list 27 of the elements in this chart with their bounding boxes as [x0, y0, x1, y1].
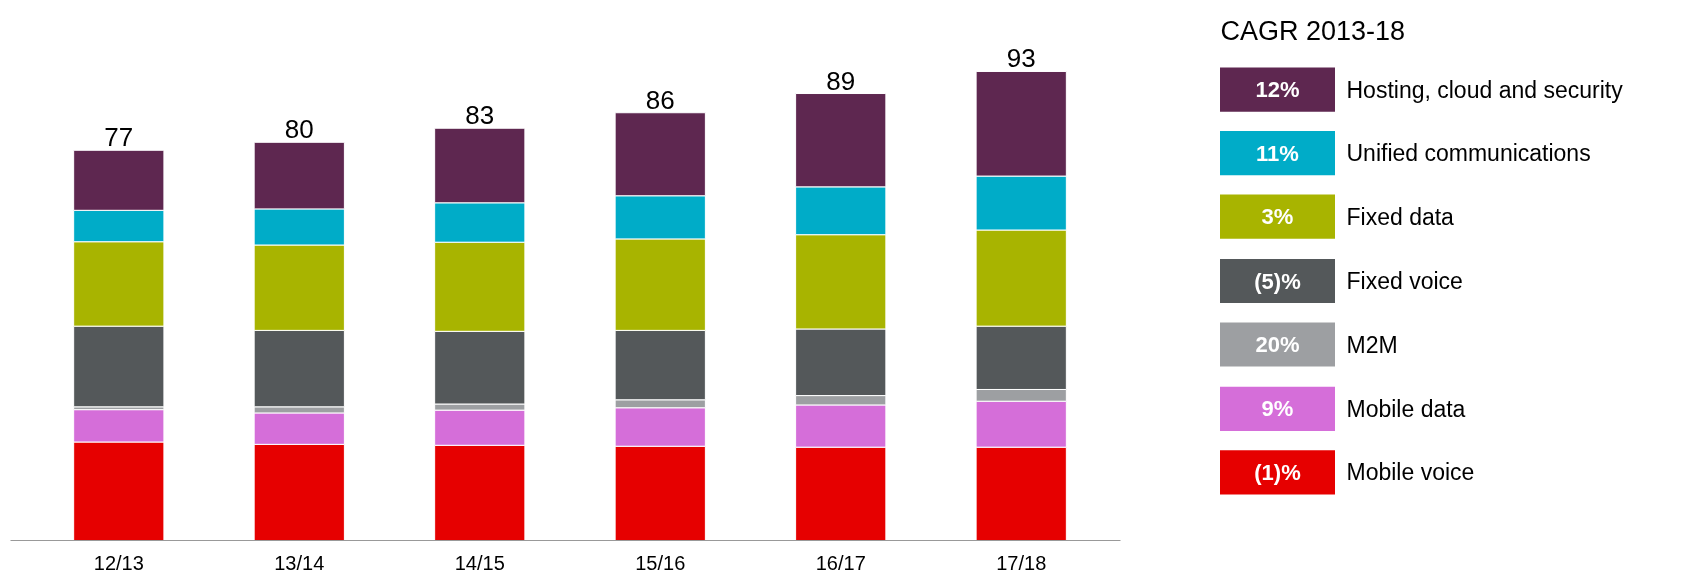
legend-label: Unified communications [1346, 140, 1591, 167]
x-tick-label: 12/13 [93, 551, 144, 574]
annotation: 80 [284, 114, 314, 145]
text: (5)% [1254, 268, 1301, 294]
legend-label: Hosting, cloud and security [1346, 76, 1624, 103]
text: (1)% [1254, 459, 1301, 485]
x-tick-label: 15/16 [635, 551, 686, 574]
annotation: 93 [1006, 43, 1036, 74]
annotation: 89 [826, 65, 856, 96]
text: 3% [1261, 204, 1294, 230]
text: 20% [1255, 332, 1300, 358]
x-tick-label: 17/18 [996, 551, 1047, 574]
legend-label: Fixed data [1346, 203, 1455, 230]
legend-label: Mobile voice [1346, 459, 1475, 486]
legend-label: M2M [1346, 331, 1398, 358]
legend-label: Mobile data [1346, 395, 1466, 422]
text: 9% [1261, 396, 1294, 422]
legend-title: CAGR 2013-18 [1220, 15, 1406, 46]
text: 11% [1256, 140, 1299, 166]
annotation: 86 [645, 84, 675, 115]
annotation: 77 [104, 122, 134, 153]
text: 12% [1255, 77, 1300, 103]
x-tick-label: 16/17 [815, 551, 866, 574]
legend-label: Fixed voice [1346, 268, 1463, 295]
x-tick-label: 14/15 [454, 551, 505, 574]
annotation: 83 [465, 100, 495, 131]
x-tick-label: 13/14 [274, 551, 325, 574]
